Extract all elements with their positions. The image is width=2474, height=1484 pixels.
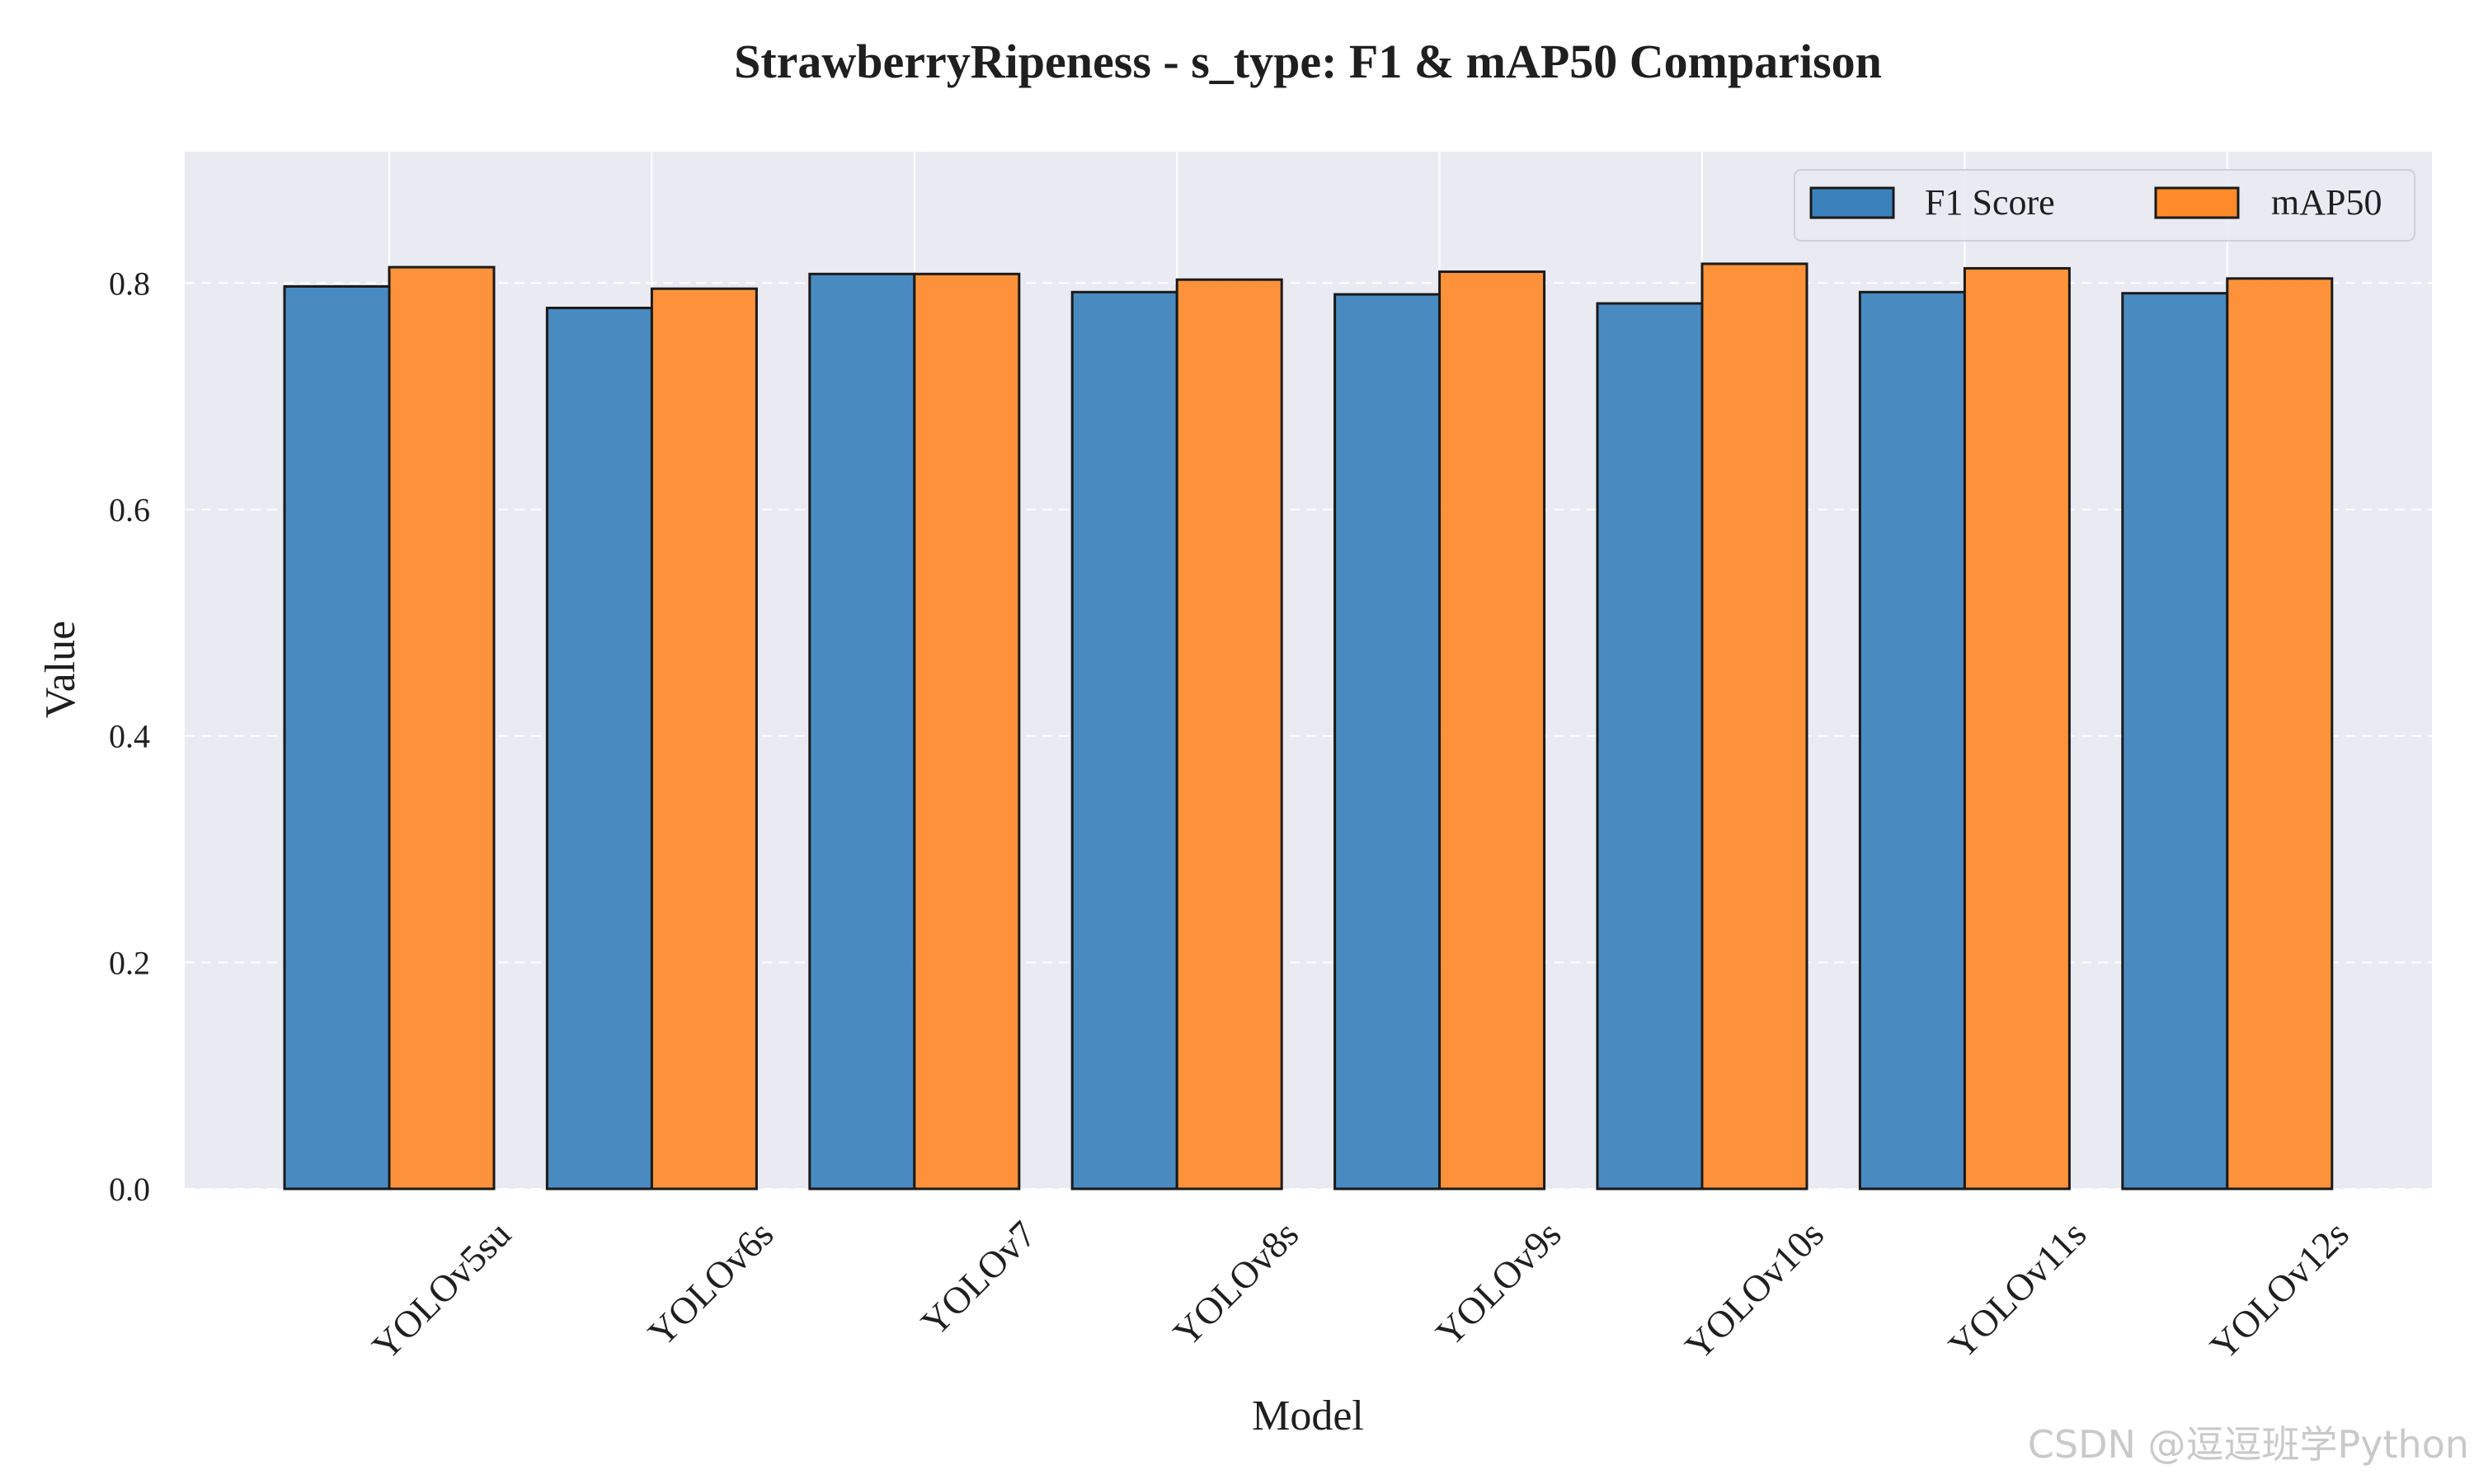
x-tick-label: YOLOv6s — [640, 1213, 782, 1355]
bars — [283, 262, 2334, 1190]
bar-f1-yolov7 — [808, 272, 916, 1190]
bar-map50-yolov8s — [1175, 278, 1283, 1190]
chart-title: StrawberryRipeness - s_type: F1 & mAP50 … — [734, 35, 1882, 88]
x-tick-label: YOLOv7 — [913, 1213, 1044, 1344]
bar-f1-yolov9s — [1333, 293, 1442, 1190]
plot-area — [185, 152, 2432, 1189]
bar-map50-yolov5su — [388, 265, 496, 1190]
bar-map50-yolov11s — [1963, 266, 2071, 1190]
bar-f1-yolov10s — [1596, 302, 1704, 1190]
bar-f1-yolov5su — [283, 284, 391, 1190]
bar-map50-yolov9s — [1438, 270, 1546, 1190]
x-axis-label: Model — [1252, 1392, 1364, 1439]
x-tick-label: YOLOv12s — [2202, 1213, 2357, 1368]
legend-box — [1794, 169, 2415, 242]
y-tick-label: 0.6 — [109, 491, 150, 528]
bar-map50-yolov7 — [913, 272, 1021, 1190]
legend-swatch-map50 — [2154, 186, 2240, 219]
bar-map50-yolov6s — [650, 287, 758, 1190]
y-axis-ticks: 0.0 0.2 0.4 0.6 0.8 — [109, 265, 150, 1208]
x-tick-label: YOLOv9s — [1427, 1213, 1569, 1355]
legend-label-map50: mAP50 — [2271, 182, 2382, 223]
bar-map50-yolov12s — [2226, 277, 2334, 1190]
bar-f1-yolov8s — [1070, 290, 1178, 1190]
y-tick-label: 0.2 — [109, 944, 150, 981]
legend: F1 Score mAP50 — [1794, 169, 2415, 242]
y-tick-label: 0.4 — [109, 718, 150, 755]
legend-label-f1: F1 Score — [1925, 182, 2055, 223]
bar-f1-yolov11s — [1858, 290, 1966, 1190]
x-tick-label: YOLOv8s — [1165, 1213, 1307, 1355]
watermark: CSDN @逗逗班学Python — [2028, 1422, 2469, 1467]
y-tick-label: 0.8 — [109, 265, 150, 302]
y-tick-label: 0.0 — [109, 1171, 150, 1208]
x-tick-label: YOLOv5su — [364, 1213, 519, 1368]
bar-f1-yolov12s — [2121, 292, 2229, 1190]
x-tick-label: YOLOv11s — [1940, 1213, 2095, 1367]
legend-swatch-f1 — [1809, 186, 1895, 219]
x-axis-ticks: YOLOv5su YOLOv6s YOLOv7 YOLOv8s YOLOv9s YOLOv… — [364, 1213, 2357, 1368]
bar-f1-yolov6s — [545, 307, 653, 1190]
bar-map50-yolov10s — [1700, 262, 1808, 1190]
x-tick-label: YOLOv10s — [1677, 1213, 1832, 1368]
y-axis-label: Value — [37, 621, 84, 718]
